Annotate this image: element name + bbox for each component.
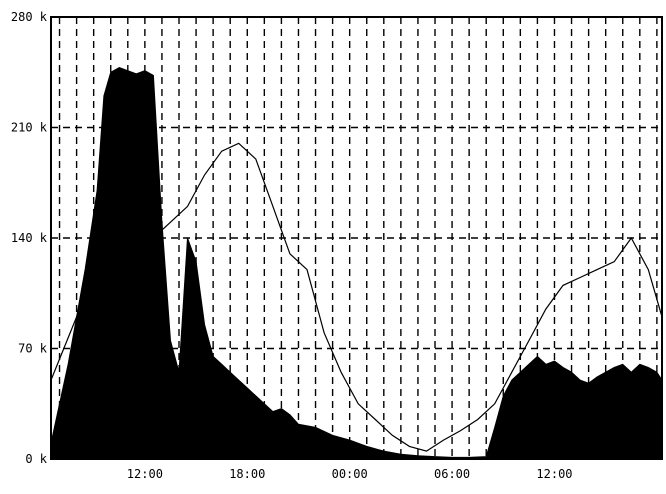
x-tick-label: 00:00 (332, 467, 368, 481)
x-tick-label: 12:00 (536, 467, 572, 481)
series-layer (50, 66, 663, 460)
x-tick-label: 18:00 (229, 467, 265, 481)
series-0-area (50, 66, 663, 460)
y-tick-label: 0 k (25, 452, 47, 466)
x-tick-label: 12:00 (127, 467, 163, 481)
x-tick-label: 06:00 (434, 467, 470, 481)
series-1-line (50, 142, 663, 452)
y-tick-label: 280 k (11, 10, 48, 24)
y-tick-label: 140 k (11, 231, 48, 245)
y-tick-label: 210 k (11, 121, 48, 135)
y-tick-label: 70 k (18, 342, 48, 356)
x-axis-ticks: 12:00 18:00 00:00 06:00 12:00 (127, 467, 573, 481)
plot-frame (50, 16, 663, 460)
y-axis-ticks: 0 k 70 k 140 k 210 k 280 k (11, 10, 48, 466)
